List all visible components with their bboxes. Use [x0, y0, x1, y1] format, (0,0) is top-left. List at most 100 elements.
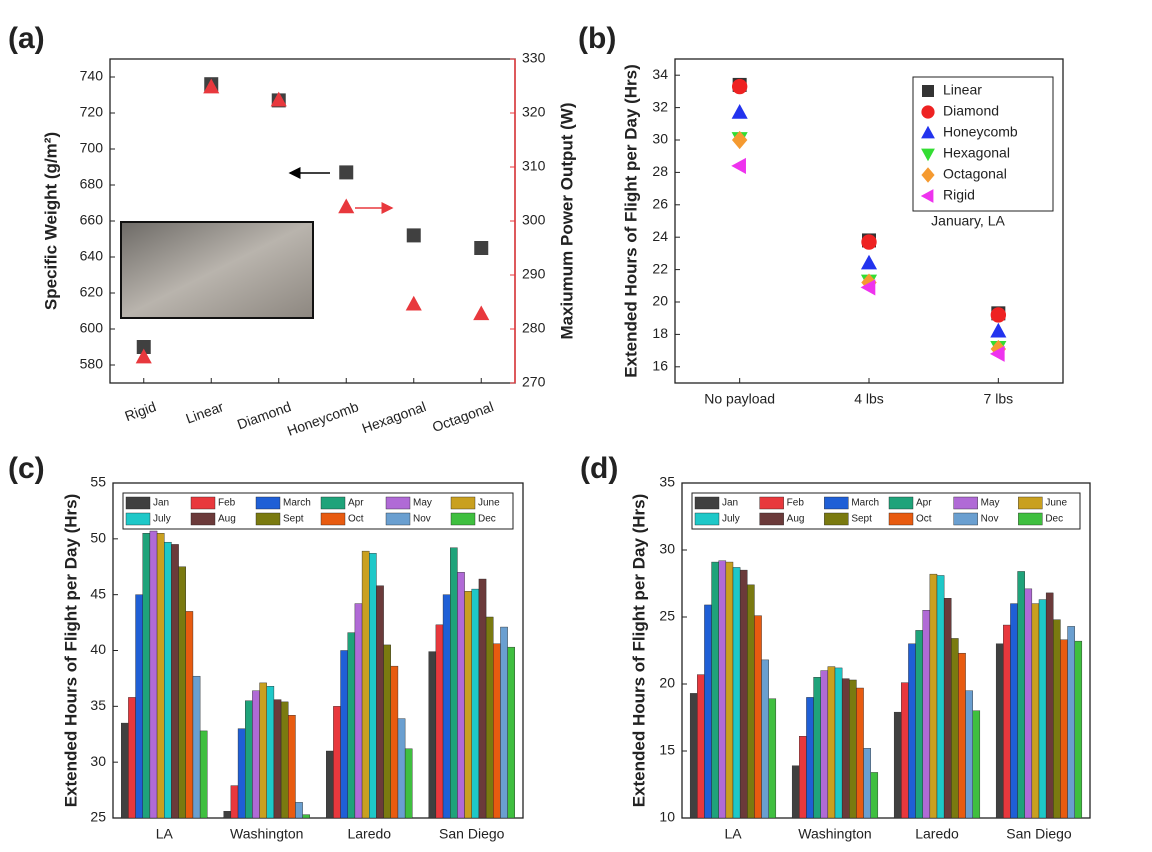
bar [704, 604, 712, 819]
legend-swatch [190, 512, 216, 526]
legend-label: Rigid [943, 187, 975, 203]
legend-label: Sept [283, 514, 304, 525]
marker [474, 241, 489, 255]
bar [856, 687, 864, 819]
bar [1045, 592, 1054, 819]
marker [731, 130, 748, 150]
y-tick-label: 34 [652, 66, 668, 82]
bar [361, 550, 370, 819]
bar [376, 585, 384, 819]
y-tick-label: 28 [652, 163, 668, 179]
y2-tick-label: 310 [522, 158, 546, 174]
bar [500, 626, 508, 819]
legend-marker [921, 125, 935, 139]
marker [270, 91, 287, 107]
y-tick-label: 580 [80, 356, 104, 372]
bar [128, 697, 136, 819]
bar [142, 533, 151, 819]
bar [237, 728, 246, 819]
legend-label: Jan [153, 498, 169, 509]
y2-tick-label: 270 [522, 374, 546, 390]
y-tick-label: 20 [659, 675, 675, 691]
legend-label: March [283, 498, 311, 509]
bar [354, 603, 363, 819]
x-tick-label: Washington [230, 826, 303, 842]
bar [156, 533, 165, 819]
legend-label: March [851, 498, 879, 509]
y-tick-label: 30 [90, 753, 106, 769]
bar [1060, 639, 1068, 819]
x-tick-label: 7 lbs [984, 391, 1014, 407]
legend-box [912, 76, 1054, 212]
bar [1067, 626, 1075, 819]
bar [493, 643, 501, 819]
bar [397, 718, 406, 819]
legend-label: Apr [348, 498, 364, 509]
bar [768, 698, 777, 819]
marker [731, 104, 748, 119]
bar [135, 594, 143, 819]
bar [390, 665, 399, 819]
y-tick-label: 45 [90, 585, 106, 601]
panel-label: (d) [580, 452, 618, 485]
marker [990, 322, 1007, 338]
bar [428, 651, 437, 819]
legend-label: Dec [1045, 514, 1063, 525]
x-tick-label: Laredo [347, 826, 391, 842]
legend-swatch [255, 496, 281, 510]
legend-swatch [320, 512, 346, 526]
legend-swatch [824, 512, 849, 526]
bar [404, 748, 413, 819]
marker [406, 228, 421, 243]
y-tick-label: 26 [652, 196, 668, 212]
legend-swatch [125, 496, 151, 510]
legend-box [122, 492, 514, 530]
marker [861, 234, 877, 250]
x-tick-label: LA [156, 826, 174, 842]
legend-label: July [153, 514, 171, 525]
marker [338, 198, 355, 214]
y-tick-label: 55 [90, 474, 106, 490]
y-tick-label: 640 [80, 248, 104, 264]
legend-label: Feb [787, 498, 805, 509]
bar [806, 697, 814, 819]
bar [799, 736, 807, 819]
x-tick-label: Diamond [235, 398, 293, 432]
annotation: January, LA [931, 213, 1005, 229]
bar [223, 811, 232, 819]
y-tick-label: 620 [80, 284, 104, 300]
legend-swatch [888, 512, 914, 526]
bar [164, 541, 172, 819]
y-tick-label: 16 [652, 358, 668, 374]
bar [1017, 571, 1025, 819]
bar [471, 588, 480, 819]
y-tick-label: 25 [659, 608, 675, 624]
bar [450, 547, 458, 819]
bar [245, 700, 253, 819]
bar [754, 615, 762, 819]
bar [273, 699, 282, 819]
bar [841, 678, 850, 819]
bar [288, 715, 296, 819]
legend-label: Linear [943, 82, 982, 98]
legend-swatch [1018, 512, 1043, 526]
legend-swatch [1018, 496, 1043, 510]
bar [369, 553, 377, 819]
marker [731, 78, 748, 95]
bar [922, 610, 931, 819]
marker [860, 279, 876, 296]
bar [464, 591, 472, 819]
x-tick-label: Rigid [123, 398, 158, 424]
legend-label: Oct [916, 514, 932, 525]
bar [485, 616, 494, 819]
panel-label: (a) [8, 22, 45, 55]
bar [1010, 603, 1018, 819]
bar [863, 748, 871, 819]
legend-label: Feb [218, 498, 236, 509]
bar [259, 682, 267, 819]
bar [1003, 624, 1011, 819]
bar [178, 566, 186, 819]
bar [120, 722, 129, 819]
y-tick-label: 680 [80, 176, 104, 192]
